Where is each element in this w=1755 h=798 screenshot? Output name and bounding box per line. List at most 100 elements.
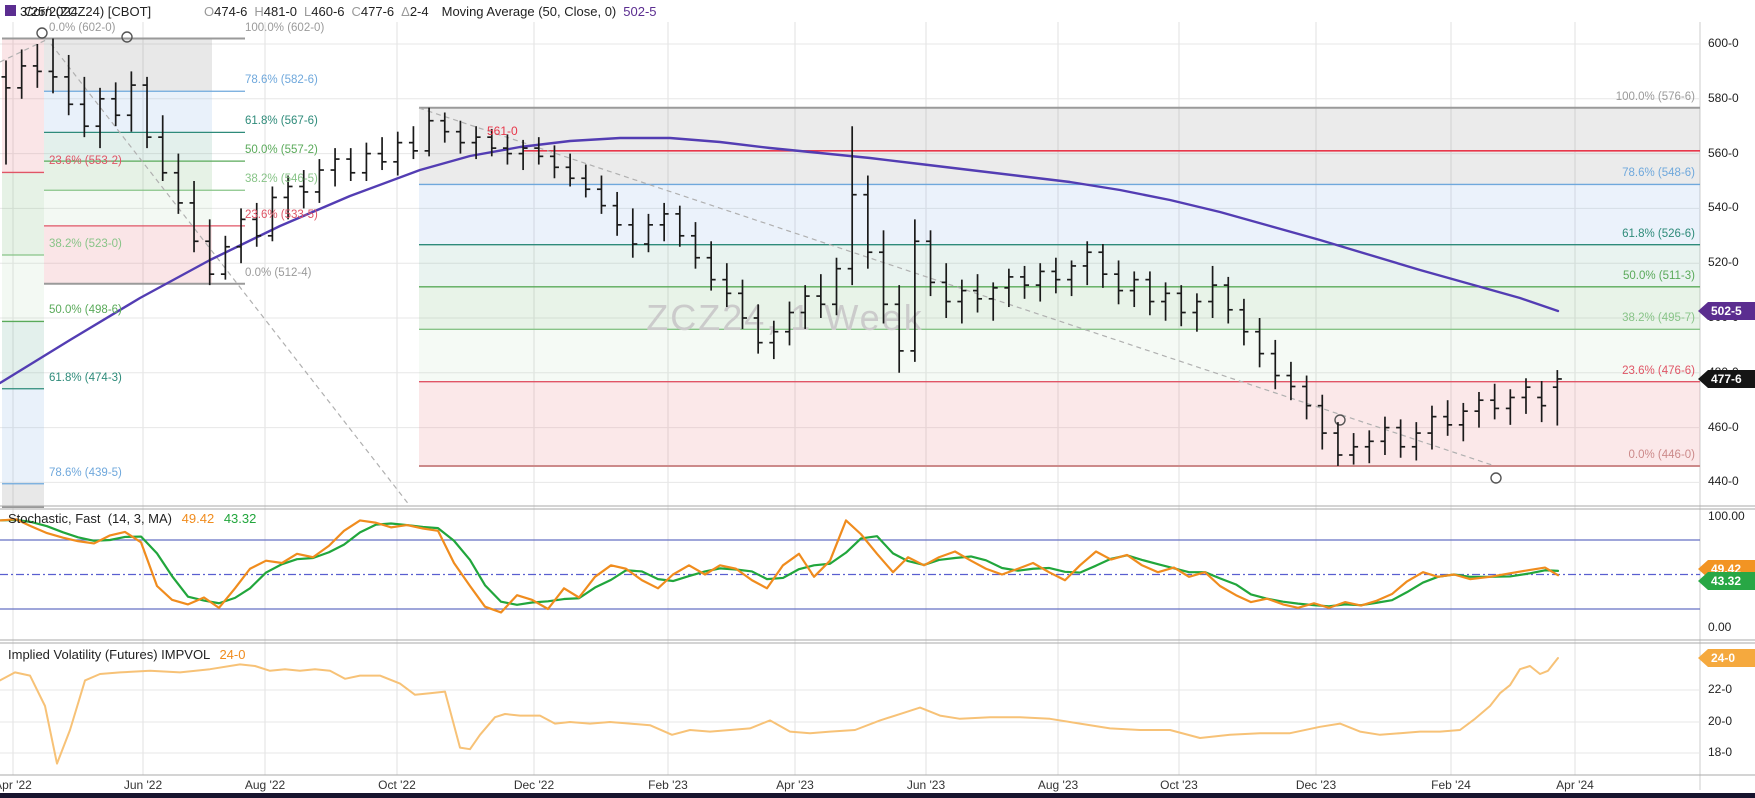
- drawing-handle-icon: [1334, 414, 1346, 426]
- ohlc-bar: [1192, 293, 1202, 332]
- price-axis-label: 540-0: [1708, 200, 1739, 215]
- ohlc-bar: [1396, 419, 1406, 458]
- fib-narrow-band: [2, 254, 44, 322]
- ohlc-bar: [988, 282, 998, 321]
- ohlc-bar: [1223, 276, 1233, 324]
- ohlc-bar: [158, 115, 168, 181]
- series-legend-swatch-icon: [5, 5, 16, 16]
- ohlc-bar: [534, 137, 544, 165]
- ohlc-bar: [785, 301, 794, 346]
- ohlc-bar: [1239, 298, 1249, 346]
- ohlc-bar: [1505, 389, 1515, 425]
- impvol-axis-label: 18-0: [1708, 745, 1733, 759]
- ohlc-bar: [628, 208, 638, 258]
- fib-narrow-band: [2, 172, 44, 255]
- ohlc-bar: [236, 208, 246, 264]
- ohlc-bar: [1411, 422, 1421, 461]
- ohlc-bar: [1035, 263, 1045, 302]
- open-label: O: [204, 4, 215, 19]
- date-axis-label: Feb '23: [648, 778, 688, 792]
- ohlc-bar: [79, 76, 89, 138]
- stochastic-k-line: [0, 518, 1560, 614]
- axis-value-badge: 24-0: [1698, 649, 1755, 667]
- drawing-handle-icon: [121, 31, 133, 43]
- ohlc-bar: [126, 71, 136, 132]
- price-axis-label: 440-0: [1708, 474, 1739, 489]
- ohlc-bar: [267, 186, 277, 242]
- ohlc-bar: [800, 285, 810, 329]
- impvol-axis-label: 22-0: [1708, 682, 1733, 696]
- ohlc-bar: [863, 175, 873, 269]
- low-label: L: [304, 4, 312, 19]
- ohlc-bar: [1067, 260, 1077, 297]
- date-axis-label: Oct '22: [378, 778, 416, 792]
- date-axis-label: Dec '22: [513, 778, 555, 792]
- ohlc-bar: [565, 153, 575, 187]
- ohlc-bar: [1443, 400, 1453, 436]
- impvol-study-legend[interactable]: Implied Volatility (Futures) IMPVOL 24-0: [8, 647, 245, 662]
- ohlc-bar: [48, 38, 58, 94]
- fib-narrow-band: [2, 483, 44, 508]
- ohlc-bar: [1458, 402, 1468, 442]
- ohlc-bar: [847, 126, 857, 286]
- ohlc-bar: [377, 137, 387, 171]
- ohlc-bar: [581, 164, 591, 198]
- date-axis-label: Feb '24: [1431, 778, 1471, 792]
- ohlc-bar: [1537, 381, 1547, 423]
- ohlc-bar: [1270, 339, 1280, 390]
- ohlc-bar: [1302, 375, 1312, 420]
- ohlc-bar: [973, 274, 983, 313]
- date-axis-label: Dec '23: [1295, 778, 1337, 792]
- ohlc-bar: [910, 219, 920, 362]
- ohlc-bar: [17, 49, 27, 99]
- ohlc-bar: [1020, 265, 1030, 299]
- ohlc-bar: [393, 131, 403, 176]
- ohlc-bar: [1427, 405, 1437, 450]
- ohlc-bar: [1474, 391, 1484, 428]
- ohlc-bar: [111, 82, 121, 127]
- ohlc-bar: [346, 148, 356, 181]
- ohlc-bar: [205, 219, 215, 286]
- fib-big-band: [419, 286, 1700, 330]
- ohlc-bar: [1380, 416, 1390, 455]
- stochastic-d-line: [0, 518, 1560, 608]
- ohlc-bar: [1552, 370, 1562, 426]
- ohlc-bar: [1286, 361, 1296, 401]
- price-axis-label: 600-0: [1708, 36, 1739, 50]
- ohlc-bar: [690, 222, 700, 269]
- ohlc-bar: [769, 320, 779, 360]
- date-axis-label: Aug '23: [1037, 778, 1079, 792]
- ohlc-bar: [596, 175, 606, 214]
- taskbar-edge: [0, 793, 1755, 798]
- ohlc-bar: [816, 274, 826, 318]
- price-axis-label: 520-0: [1708, 255, 1739, 270]
- fib-mid-band: [44, 190, 212, 226]
- stochastic-study-legend[interactable]: Stochastic, Fast (14, 3, MA) 49.42 43.32: [8, 511, 256, 526]
- date-axis-label: Apr '23: [776, 778, 814, 792]
- ohlc-bar: [1, 60, 11, 165]
- stochastic-d-value: 43.32: [223, 511, 257, 526]
- fib-big-band: [419, 244, 1700, 287]
- ohlc-bar: [32, 44, 42, 88]
- drawing-handle-icon: [1490, 472, 1502, 484]
- ohlc-bar: [173, 153, 183, 214]
- ohlc-bar: [64, 54, 74, 116]
- impvol-line: [0, 657, 1559, 765]
- ohlc-bar: [283, 175, 293, 220]
- drawing-handle-icon: [36, 27, 48, 39]
- study-legend-moving-average[interactable]: Moving Average (50, Close, 0): [441, 4, 617, 19]
- ohlc-bar: [1317, 394, 1327, 450]
- moving-average-line: [0, 136, 1560, 385]
- axis-value-badge: 502-5: [1698, 302, 1755, 320]
- ohlc-bar: [1349, 433, 1359, 465]
- open-value: 474-6: [214, 4, 248, 19]
- ohlc-bar: [722, 263, 732, 308]
- ohlc-bar: [1333, 422, 1343, 466]
- axis-value-badge: 477-6: [1698, 370, 1755, 388]
- ohlc-bar: [643, 213, 653, 253]
- ohlc-bar: [753, 304, 763, 354]
- stoch-axis-label: 100.00: [1708, 509, 1745, 523]
